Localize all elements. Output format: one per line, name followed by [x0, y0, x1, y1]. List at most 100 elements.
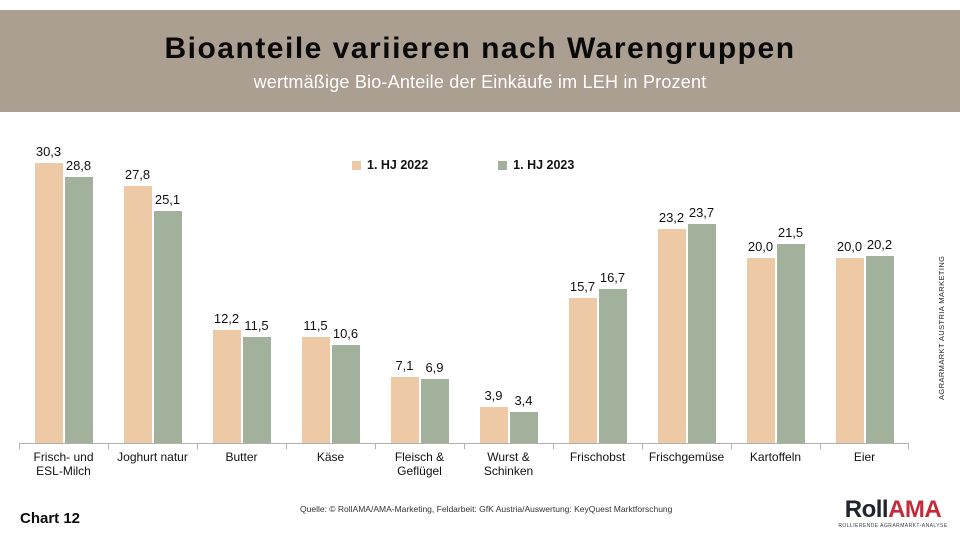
axis-tick	[642, 443, 643, 449]
bar-group: 15,7 16,7	[553, 140, 642, 443]
chart-number: Chart 12	[20, 510, 81, 527]
x-axis-label: Käse	[316, 450, 345, 464]
bar-column: 27,8	[123, 167, 152, 443]
plot-area: 30,3 28,8 27,8 25,1 12,2 11,5 11,5 10,6 7,1 6,9 3,…	[19, 140, 909, 449]
bar-hj2022	[301, 337, 330, 443]
x-axis-label: Kartoffeln	[749, 450, 802, 464]
bar-column: 30,3	[34, 144, 63, 443]
bar-value-label: 23,2	[658, 210, 685, 225]
bar-group: 30,3 28,8	[19, 140, 108, 443]
bar-column: 6,9	[420, 360, 449, 443]
bar-column: 21,5	[776, 225, 805, 443]
bar-hj2023	[598, 289, 627, 443]
bar-column: 20,0	[746, 239, 775, 443]
bar-value-label: 10,6	[332, 326, 359, 341]
bar-group: 11,5 10,6	[286, 140, 375, 443]
x-axis-labels: Frisch- und ESL-Milch Joghurt natur Butter…	[19, 450, 909, 479]
bar-value-label: 3,9	[484, 388, 503, 403]
axis-tick	[553, 443, 554, 449]
bar-column: 7,1	[390, 358, 419, 443]
rollama-logo: RollAMA ROLLIERENDE AGRARMARKT-ANALYSE	[838, 498, 948, 530]
axis-tick	[731, 443, 732, 449]
bar-column: 20,2	[865, 237, 894, 443]
legend-item: 1. HJ 2022	[352, 158, 428, 172]
bar-value-label: 3,4	[514, 393, 533, 408]
bar-column: 20,0	[835, 239, 864, 443]
bar-value-label: 20,2	[866, 237, 893, 252]
source-note: Quelle: © RollAMA/AMA-Marketing, Feldarb…	[300, 504, 673, 514]
logo-tagline: ROLLIERENDE AGRARMARKT-ANALYSE	[838, 523, 948, 529]
x-axis-label: Frischobst	[569, 450, 626, 464]
axis-tick	[820, 443, 821, 449]
header-banner: Bioanteile variieren nach Warengruppen w…	[0, 10, 960, 112]
bar-hj2023	[242, 337, 271, 443]
bar-value-label: 27,8	[124, 167, 151, 182]
x-axis-label: Frisch- und ESL-Milch	[33, 450, 94, 479]
bar-hj2023	[687, 224, 716, 443]
axis-tick	[19, 443, 20, 449]
legend-swatch-icon	[352, 160, 361, 170]
x-axis-label: Frischgemüse	[648, 450, 725, 464]
x-axis-label: Eier	[853, 450, 876, 464]
bar-value-label: 23,7	[688, 205, 715, 220]
bar-hj2023	[420, 379, 449, 443]
bar-hj2023	[331, 345, 360, 443]
bar-group: 20,0 21,5	[731, 140, 820, 443]
bar-value-label: 28,8	[65, 158, 92, 173]
bar-hj2022	[123, 186, 152, 443]
bar-column: 16,7	[598, 270, 627, 443]
bar-value-label: 11,5	[303, 318, 328, 333]
bar-group: 7,1 6,9	[375, 140, 464, 443]
x-axis-label: Fleisch & Geflügel	[394, 450, 445, 479]
bar-value-label: 20,0	[836, 239, 863, 254]
axis-tick	[197, 443, 198, 449]
side-vertical-label: AGRARMARKT AUSTRIA MARKETING	[937, 255, 946, 400]
bar-value-label: 16,7	[599, 270, 626, 285]
bar-hj2022	[568, 298, 597, 443]
x-axis-label: Butter	[225, 450, 258, 464]
bar-hj2022	[212, 330, 241, 443]
bar-value-label: 15,7	[569, 279, 596, 294]
bar-column: 23,2	[657, 210, 686, 443]
axis-tick	[286, 443, 287, 449]
bar-hj2022	[34, 163, 63, 443]
logo-part-ama: AMA	[888, 496, 942, 523]
bar-value-label: 30,3	[35, 144, 62, 159]
axis-tick	[108, 443, 109, 449]
bar-column: 23,7	[687, 205, 716, 443]
bar-group: 23,2 23,7	[642, 140, 731, 443]
bar-hj2023	[64, 177, 93, 443]
bar-column: 11,5	[242, 318, 271, 443]
bar-hj2022	[835, 258, 864, 443]
bar-group: 12,2 11,5	[197, 140, 286, 443]
bar-hj2022	[657, 229, 686, 443]
bar-group: 3,9 3,4	[464, 140, 553, 443]
bar-group: 27,8 25,1	[108, 140, 197, 443]
bar-value-label: 7,1	[395, 358, 414, 373]
bar-hj2022	[479, 407, 508, 443]
logo-part-roll: Roll	[844, 496, 889, 523]
bar-column: 10,6	[331, 326, 360, 443]
x-axis-label: Wurst & Schinken	[483, 450, 534, 479]
bar-group: 20,0 20,2	[820, 140, 909, 443]
bar-column: 3,9	[479, 388, 508, 443]
bar-value-label: 12,2	[213, 311, 240, 326]
rollama-wordmark: RollAMA	[838, 498, 948, 522]
bar-column: 15,7	[568, 279, 597, 443]
legend-label: 1. HJ 2022	[367, 158, 429, 172]
bar-column: 28,8	[64, 158, 93, 443]
axis-tick	[375, 443, 376, 449]
bar-column: 25,1	[153, 192, 182, 443]
legend-label: 1. HJ 2023	[513, 158, 575, 172]
bar-hj2023	[865, 256, 894, 443]
bar-column: 12,2	[212, 311, 241, 443]
bar-value-label: 25,1	[154, 192, 181, 207]
bar-hj2023	[776, 244, 805, 443]
bar-value-label: 21,5	[777, 225, 804, 240]
bar-hj2022	[390, 377, 419, 443]
x-axis-label: Joghurt natur	[117, 450, 188, 464]
axis-tick	[464, 443, 465, 449]
axis-tick	[908, 443, 909, 449]
bar-hj2022	[746, 258, 775, 443]
chart-legend: 1. HJ 2022 1. HJ 2023	[352, 158, 574, 172]
